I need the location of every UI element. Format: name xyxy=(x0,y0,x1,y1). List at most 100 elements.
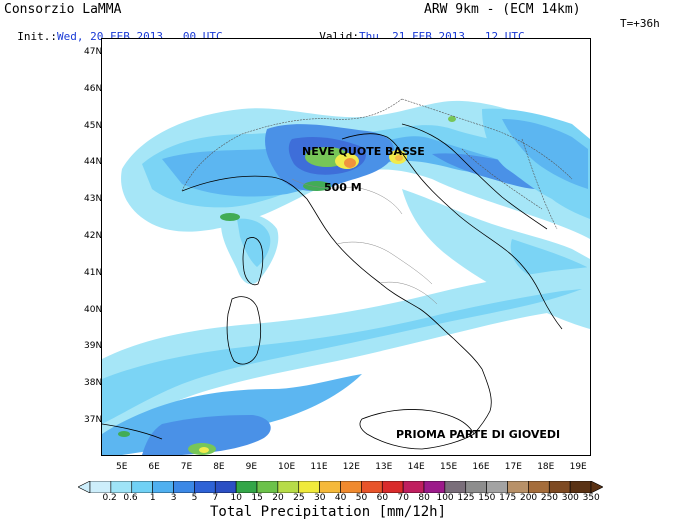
border-balkans xyxy=(401,98,573,180)
colorbar-label: 5 xyxy=(191,493,198,503)
lon-label: 8E xyxy=(213,462,225,472)
colorbar-label: 250 xyxy=(540,493,559,503)
colorbar-label: 50 xyxy=(355,493,368,503)
colorbar-swatch xyxy=(152,481,174,493)
precip-corsica-2 xyxy=(237,218,271,267)
colorbar-swatch xyxy=(381,481,404,493)
colorbar-label: 30 xyxy=(314,493,326,503)
lat-label: 41N xyxy=(84,267,103,278)
country-borders xyxy=(181,98,573,230)
lat-label: 47N xyxy=(84,47,103,57)
lon-label: 17E xyxy=(504,462,522,472)
lon-label: 6E xyxy=(148,462,160,472)
coast-adriatic xyxy=(341,133,563,330)
colorbar-swatch xyxy=(89,481,112,493)
colorbar-label: 15 xyxy=(251,493,263,503)
precip-green-balkan xyxy=(448,116,456,122)
colorbar-swatch xyxy=(214,481,237,493)
colorbar-swatch xyxy=(298,481,320,493)
lat-label: 39N xyxy=(84,341,103,352)
colorbar-label: 40 xyxy=(334,493,347,503)
colorbar-label: 125 xyxy=(457,493,475,503)
coast-sardinia xyxy=(226,296,262,365)
colorbar-label: 20 xyxy=(272,493,284,503)
lon-label: 9E xyxy=(245,462,258,472)
lon-label: 14E xyxy=(407,462,425,472)
colorbar-swatch xyxy=(423,481,446,493)
colorbar-swatch xyxy=(507,481,529,493)
lat-label: 38N xyxy=(84,378,103,389)
border-inner xyxy=(461,138,558,230)
annotation-altitude: 500 M xyxy=(324,181,362,194)
precip-orange-adriatic xyxy=(395,155,403,161)
colorbar xyxy=(78,481,603,493)
regional-borders xyxy=(291,178,438,305)
colorbar-swatch xyxy=(340,481,362,493)
colorbar-swatch xyxy=(444,481,467,493)
colorbar-swatch xyxy=(194,481,216,493)
map-canvas xyxy=(102,98,590,455)
init-label: Init.: xyxy=(17,30,57,43)
lon-label: 7E xyxy=(180,462,193,472)
lead-time: T=+36h xyxy=(620,17,660,30)
precip-field xyxy=(102,100,590,455)
lat-label: 46N xyxy=(84,83,103,94)
colorbar-label: 0.2 xyxy=(102,493,117,503)
colorbar-label: 100 xyxy=(436,493,454,503)
precip-yellow-sicily xyxy=(199,447,209,453)
source-title: Consorzio LaMMA xyxy=(4,2,122,17)
colorbar-swatch xyxy=(319,481,341,493)
lon-label: 15E xyxy=(440,462,458,472)
colorbar-title: Total Precipitation [mm/12h] xyxy=(210,504,447,520)
colorbar-swatch xyxy=(256,481,279,493)
colorbar-label: 150 xyxy=(478,493,496,503)
colorbar-label: 350 xyxy=(582,493,600,503)
precip-green-west xyxy=(118,431,130,437)
lon-label: 11E xyxy=(310,462,328,472)
colorbar-label: 60 xyxy=(376,493,389,503)
region-border-1 xyxy=(291,178,403,215)
colorbar-label: 3 xyxy=(170,493,177,503)
lon-label: 19E xyxy=(569,462,587,472)
coast-ligurian xyxy=(181,175,483,370)
lon-label: 5E xyxy=(116,462,128,472)
lat-label: 44N xyxy=(84,157,103,168)
colorbar-label: 10 xyxy=(230,493,242,503)
coastlines xyxy=(102,123,563,450)
lon-label: 18E xyxy=(537,462,555,472)
colorbar-swatch xyxy=(486,481,508,493)
lon-label: 13E xyxy=(375,462,393,472)
model-title: ARW 9km - (ECM 14km) xyxy=(424,2,581,17)
coast-tunisia xyxy=(102,423,163,440)
coast-calabria xyxy=(473,368,492,435)
annotation-period: PRIOMA PARTE DI GIOVEDI xyxy=(396,428,561,441)
colorbar-swatch xyxy=(569,481,592,493)
colorbar-label: 200 xyxy=(519,493,538,503)
precip-balkans xyxy=(432,153,549,190)
precip-balkans-east-2 xyxy=(502,119,588,189)
precip-tyrrhenian-2 xyxy=(102,289,582,424)
lon-label: 12E xyxy=(342,462,360,472)
precip-sicily-core xyxy=(142,415,271,455)
colorbar-swatch xyxy=(110,481,133,493)
lat-label: 43N xyxy=(84,194,103,205)
annotation-snow: NEVE QUOTE BASSE xyxy=(302,145,425,158)
colorbar-label: 300 xyxy=(561,493,579,503)
lon-label: 16E xyxy=(472,462,490,472)
precip-orange-tuscany xyxy=(344,158,356,168)
colorbar-arrow-left xyxy=(78,481,91,493)
coast-sicily xyxy=(359,409,475,450)
colorbar-label: 25 xyxy=(293,493,305,503)
colorbar-swatch xyxy=(548,481,571,493)
colorbar-swatch xyxy=(235,481,258,493)
border-alps xyxy=(181,98,403,192)
colorbar-swatch xyxy=(402,481,425,493)
colorbar-swatch xyxy=(277,481,300,493)
precip-green-corsica xyxy=(220,213,240,221)
colorbar-swatch xyxy=(528,481,550,493)
lat-label: 42N xyxy=(84,231,103,241)
precip-green-tuscany-2 xyxy=(303,181,331,191)
colorbar-label: 80 xyxy=(418,493,430,503)
lat-label: 40N xyxy=(84,304,103,315)
colorbar-label: 7 xyxy=(212,493,219,503)
